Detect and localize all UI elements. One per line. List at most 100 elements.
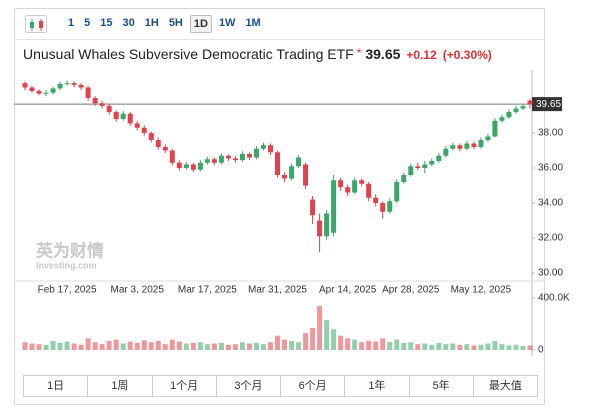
candle-body: [127, 113, 133, 124]
volume-bar: [64, 341, 70, 350]
volume-bar: [436, 342, 442, 350]
volume-bar: [303, 333, 309, 350]
candle-body: [106, 105, 112, 112]
volume-tick-label: 0: [538, 345, 544, 356]
candle-body: [429, 161, 435, 165]
volume-bar: [527, 345, 533, 350]
candle-body: [232, 158, 238, 161]
last-price-label: 39.65: [536, 99, 561, 110]
interval-button[interactable]: 5H: [168, 17, 183, 29]
volume-bar: [155, 340, 161, 350]
candle-body: [401, 175, 407, 182]
volume-bar: [50, 340, 56, 350]
interval-button[interactable]: 1W: [218, 17, 236, 29]
volume-bar: [134, 342, 140, 350]
candle-body: [169, 150, 175, 163]
volume-bar: [450, 343, 456, 350]
volume-bar: [282, 339, 288, 350]
volume-bar: [162, 344, 168, 350]
volume-bar: [232, 344, 238, 350]
volume-bar: [253, 342, 259, 350]
volume-bar: [99, 344, 105, 350]
candle-body: [43, 92, 49, 94]
volume-bar: [422, 343, 428, 350]
interval-button[interactable]: 1: [68, 17, 75, 29]
candle-body: [436, 155, 442, 161]
volume-bar: [478, 344, 484, 350]
range-button[interactable]: 6个月: [281, 376, 346, 396]
candle-body: [282, 175, 288, 179]
volume-bar: [457, 344, 463, 350]
interval-button[interactable]: 1H: [144, 17, 159, 29]
x-tick-label: Feb 17, 2025: [38, 285, 97, 296]
range-button[interactable]: 1周: [88, 376, 153, 396]
candle-body: [506, 112, 512, 118]
volume-bar: [239, 342, 245, 350]
volume-bar: [415, 344, 421, 350]
interval-button[interactable]: 1M: [245, 17, 261, 29]
candle-body: [338, 180, 344, 188]
interval-button[interactable]: 5: [84, 17, 91, 29]
candle-body: [408, 166, 414, 175]
candle-body: [303, 164, 309, 186]
candle-body: [443, 148, 449, 156]
y-tick-label: 38.00: [538, 128, 563, 139]
volume-bar: [225, 344, 231, 350]
candle-body: [92, 98, 98, 104]
volume-bar: [204, 344, 210, 350]
volume-bar: [22, 342, 28, 350]
candle-body: [204, 159, 210, 163]
candle-body: [520, 106, 526, 109]
candle-body: [253, 148, 259, 158]
candle-body: [352, 180, 358, 193]
range-button[interactable]: 1日: [24, 376, 89, 396]
candle-body: [492, 120, 498, 137]
candle-body: [239, 154, 245, 161]
volume-bar: [331, 329, 337, 350]
price: 39.65: [365, 46, 401, 62]
toolbar: 1 5 15 30 1H 5H 1D 1W 1M: [15, 9, 544, 40]
candle-body: [22, 83, 28, 88]
candle-body: [197, 162, 203, 170]
range-button[interactable]: 最大值: [488, 380, 522, 392]
change-pct: (+0.30%): [442, 48, 492, 62]
candle-body: [183, 164, 189, 168]
volume-bar: [29, 343, 35, 350]
y-tick-label: 36.00: [538, 163, 563, 174]
candle-body: [289, 166, 295, 179]
candle-body: [331, 180, 337, 233]
volume-bar: [387, 342, 393, 350]
candle-body: [380, 203, 386, 212]
range-button[interactable]: 1个月: [153, 376, 217, 396]
candle-body: [57, 84, 63, 89]
candle-body: [85, 87, 91, 98]
volume-bar: [345, 338, 351, 350]
range-button[interactable]: 3个月: [217, 376, 281, 396]
candle-body: [162, 147, 168, 151]
volume-bar: [141, 340, 147, 350]
candle-body: [275, 152, 280, 175]
interval-button[interactable]: 30: [122, 17, 135, 29]
candle-body: [527, 100, 533, 105]
candle-body: [155, 140, 161, 147]
candle-body: [29, 87, 35, 91]
candle-body: [464, 143, 470, 149]
range-button[interactable]: 5年: [410, 376, 474, 396]
volume-bar: [211, 343, 217, 350]
range-bar: 1日 1周 1个月 3个月 6个月 1年 5年 最大值: [23, 375, 538, 397]
volume-bar: [408, 342, 414, 350]
volume-bar: [260, 344, 266, 350]
volume-bar: [520, 346, 526, 350]
chart-type-icon[interactable]: [25, 15, 47, 33]
interval-button[interactable]: 1D: [189, 15, 212, 33]
range-button[interactable]: 1年: [345, 376, 410, 396]
candle-body: [134, 123, 140, 128]
interval-button[interactable]: 15: [100, 17, 113, 29]
x-tick-label: May 12, 2025: [451, 285, 512, 296]
volume-bar: [169, 339, 175, 350]
volume-bar: [352, 339, 358, 350]
candle-body: [267, 145, 273, 153]
x-tick-label: Mar 17, 2025: [178, 285, 237, 296]
last-price-box: [532, 97, 562, 112]
